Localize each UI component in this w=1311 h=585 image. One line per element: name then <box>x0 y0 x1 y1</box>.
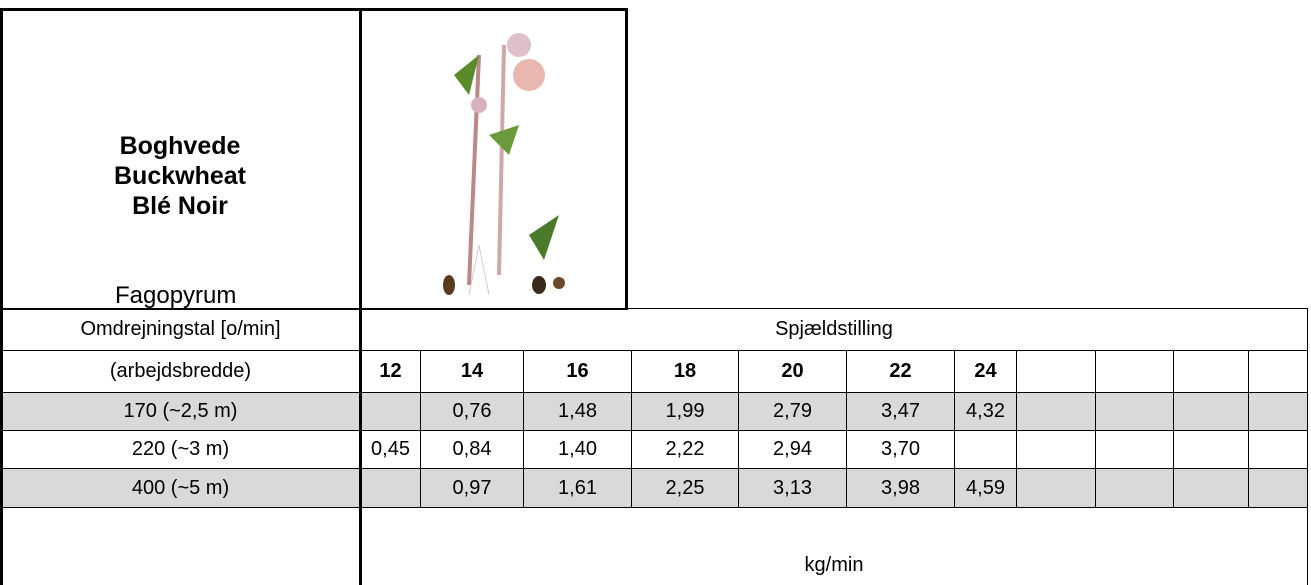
value-cell: 4,59 <box>954 468 1017 508</box>
value-cell <box>1173 468 1249 508</box>
column-label: 24 <box>954 350 1017 393</box>
border <box>0 308 3 585</box>
empty-cell <box>0 507 361 585</box>
value-cell <box>360 468 421 508</box>
plant-illustration <box>409 15 579 305</box>
value-cell <box>1016 392 1096 431</box>
image-box <box>359 8 628 310</box>
row-label: 170 (~2,5 m) <box>0 392 361 431</box>
value-cell: 2,25 <box>631 468 739 508</box>
value-cell: 3,98 <box>846 468 955 508</box>
value-cell <box>954 430 1017 469</box>
column-label: 22 <box>846 350 955 393</box>
value-cell <box>1095 392 1174 431</box>
value-cell: 2,79 <box>738 392 847 431</box>
latin-name: Fagopyrum <box>115 282 236 310</box>
border <box>359 308 362 585</box>
value-cell: 2,22 <box>631 430 739 469</box>
value-cell <box>1173 430 1249 469</box>
column-label <box>1173 350 1249 393</box>
value-cell: 0,84 <box>420 430 524 469</box>
value-cell: 3,13 <box>738 468 847 508</box>
column-label <box>1016 350 1096 393</box>
column-header: Spjældstilling <box>360 308 1308 351</box>
unit-label: kg/min <box>360 507 1308 585</box>
value-cell: 2,94 <box>738 430 847 469</box>
value-cell: 1,40 <box>523 430 632 469</box>
value-cell: 4,32 <box>954 392 1017 431</box>
row-label: 220 (~3 m) <box>0 430 361 469</box>
row-header: Omdrejningstal [o/min] <box>0 308 361 351</box>
value-cell <box>1248 468 1308 508</box>
name-da: Boghvede <box>0 132 360 161</box>
page: Boghvede Buckwheat Blé Noir Fagopyrum Om… <box>0 0 1311 585</box>
name-en: Buckwheat <box>0 162 360 191</box>
column-label <box>1095 350 1174 393</box>
column-label: 12 <box>360 350 421 393</box>
value-cell <box>1173 392 1249 431</box>
value-cell: 3,47 <box>846 392 955 431</box>
width-header: (arbejdsbredde) <box>0 350 361 393</box>
value-cell <box>1016 430 1096 469</box>
column-label: 16 <box>523 350 632 393</box>
value-cell <box>1248 430 1308 469</box>
column-label <box>1248 350 1308 393</box>
row-label: 400 (~5 m) <box>0 468 361 508</box>
value-cell: 1,99 <box>631 392 739 431</box>
value-cell <box>1095 430 1174 469</box>
value-cell <box>1248 392 1308 431</box>
value-cell: 0,76 <box>420 392 524 431</box>
value-cell: 0,97 <box>420 468 524 508</box>
value-cell: 1,48 <box>523 392 632 431</box>
name-fr: Blé Noir <box>0 192 360 221</box>
column-label: 14 <box>420 350 524 393</box>
column-label: 20 <box>738 350 847 393</box>
value-cell: 1,61 <box>523 468 632 508</box>
value-cell <box>360 392 421 431</box>
value-cell: 0,45 <box>360 430 421 469</box>
column-label: 18 <box>631 350 739 393</box>
value-cell <box>1095 468 1174 508</box>
value-cell <box>1016 468 1096 508</box>
value-cell: 3,70 <box>846 430 955 469</box>
